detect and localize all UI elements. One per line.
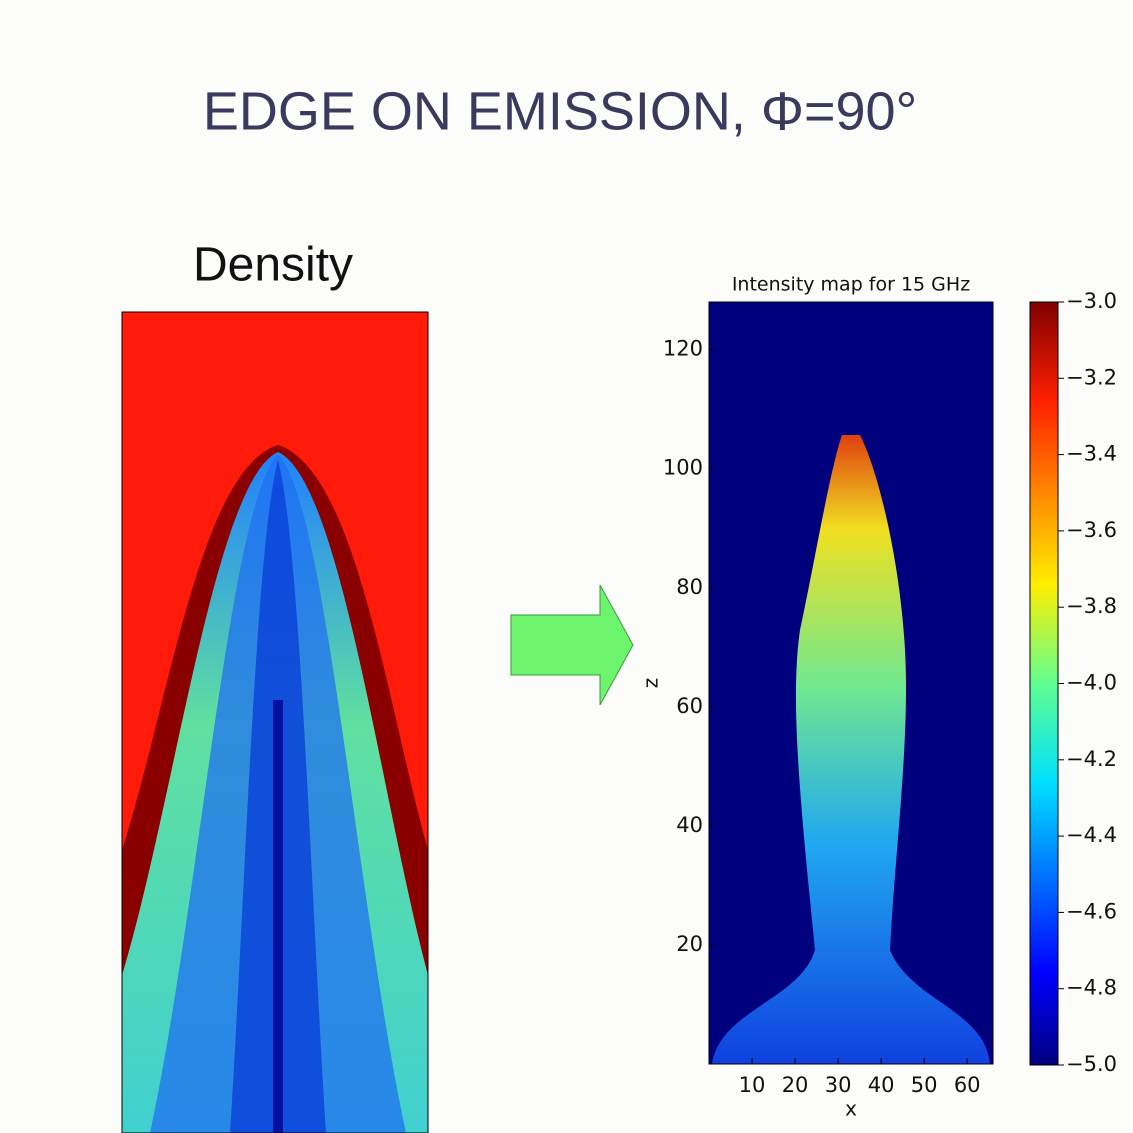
y-tick-label: 40 [676,813,703,837]
colorbar-tick-label: −3.0 [1066,289,1117,313]
colorbar-tick-label: −4.6 [1066,899,1117,923]
panel-label: Density [193,239,353,292]
y-tick-label: 60 [676,694,703,718]
colorbar-tick-label: −3.8 [1066,594,1117,618]
density-image [121,311,429,1133]
colorbar-tick-label: −4.4 [1066,823,1117,847]
colorbar [1029,301,1059,1066]
x-axis-label: x [845,1097,857,1121]
x-tick-label: 30 [825,1073,852,1097]
arrow [510,584,634,706]
intensity-map [708,301,1059,1066]
colorbar-tick-label: −3.6 [1066,518,1117,542]
colorbar-tick-label: −4.0 [1066,671,1117,695]
colorbar-tick-label: −4.2 [1066,747,1117,771]
x-tick-label: 20 [782,1073,809,1097]
y-tick-label: 80 [676,575,703,599]
y-tick-label: 20 [676,932,703,956]
chart-title: Intensity map for 15 GHz [732,274,970,296]
x-tick-label: 40 [868,1073,895,1097]
colorbar-tick-label: −4.8 [1066,976,1117,1000]
x-tick-label: 10 [739,1073,766,1097]
y-axis-label: z [639,678,663,689]
x-tick-label: 60 [954,1073,981,1097]
colorbar-tick-label: −3.2 [1066,365,1117,389]
colorbar-tick-label: −5.0 [1066,1052,1117,1076]
slide-title: EDGE ON EMISSION, Φ=90° [203,81,917,141]
y-tick-label: 100 [663,456,703,480]
x-tick-label: 50 [911,1073,938,1097]
colorbar-tick-label: −3.4 [1066,442,1117,466]
y-tick-label: 120 [663,337,703,361]
